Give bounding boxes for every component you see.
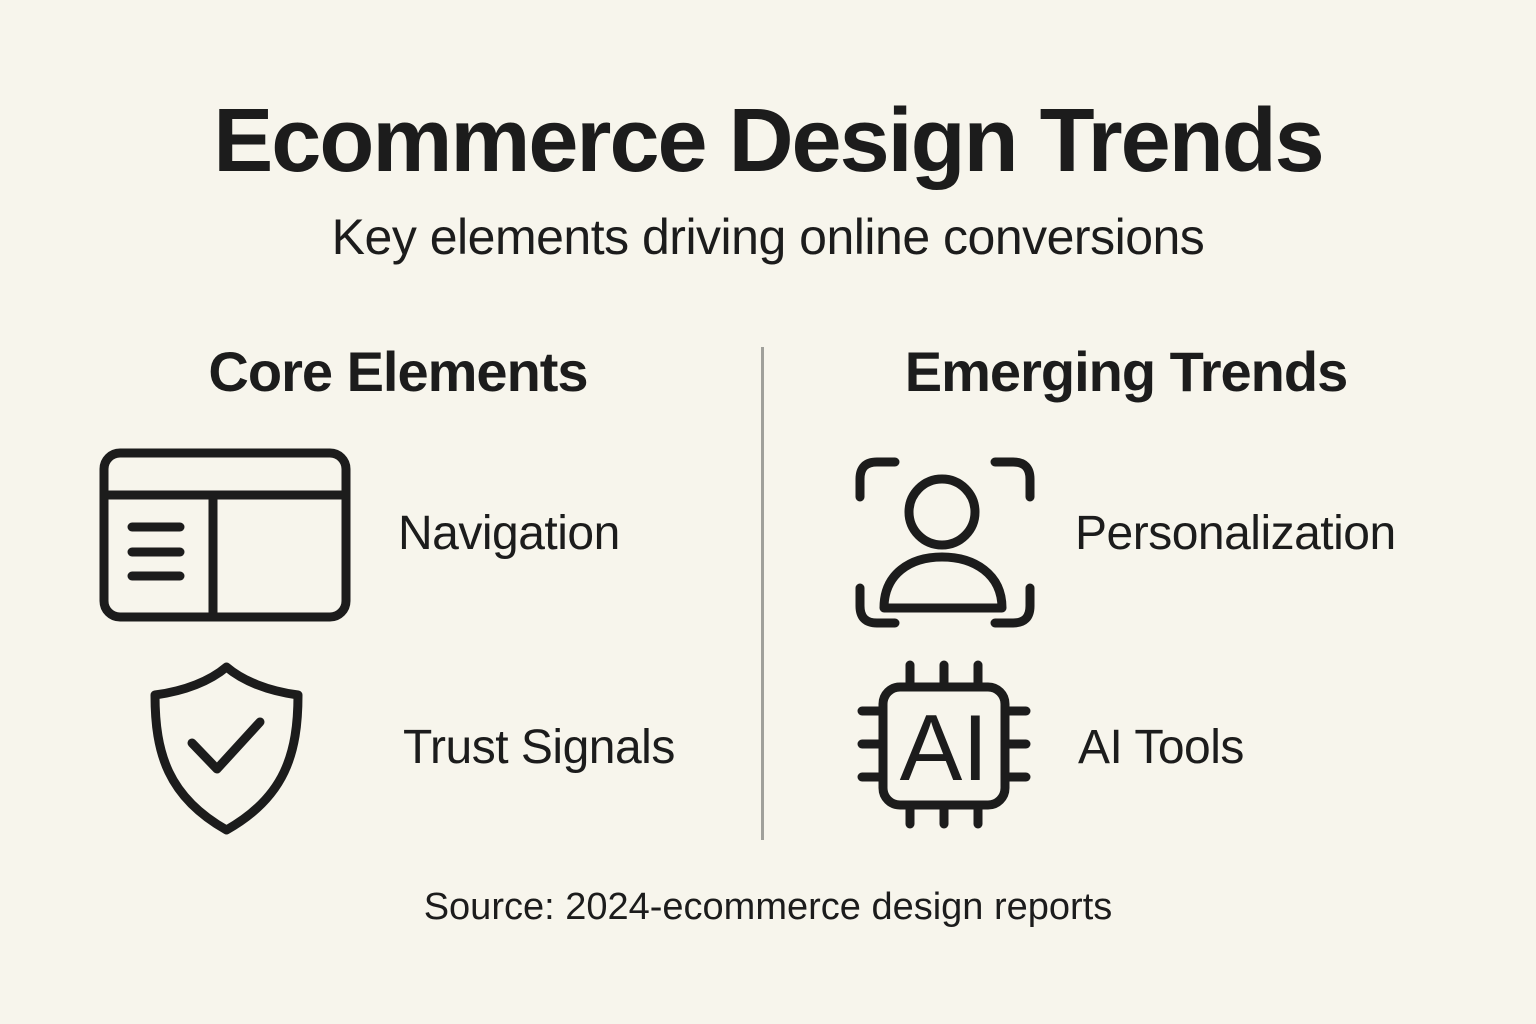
source-note: Source: 2024-ecommerce design reports (423, 886, 1113, 928)
column-divider (761, 347, 764, 840)
core-elements-heading: Core Elements (208, 340, 588, 403)
navigation-label: Navigation (398, 507, 620, 560)
browser-layout-icon (99, 448, 351, 622)
personalization-label: Personalization (1075, 507, 1396, 560)
ai-tools-label: AI Tools (1078, 721, 1244, 774)
shield-check-icon (150, 662, 303, 835)
page-subtitle: Key elements driving online conversions (331, 209, 1205, 265)
trust-signals-label: Trust Signals (403, 721, 675, 774)
person-scan-icon (855, 457, 1035, 628)
emerging-trends-heading: Emerging Trends (904, 340, 1348, 403)
ai-chip-icon: AI (857, 660, 1031, 829)
chip-ai-text: AI (900, 695, 989, 800)
page-title: Ecommerce Design Trends (213, 91, 1324, 191)
